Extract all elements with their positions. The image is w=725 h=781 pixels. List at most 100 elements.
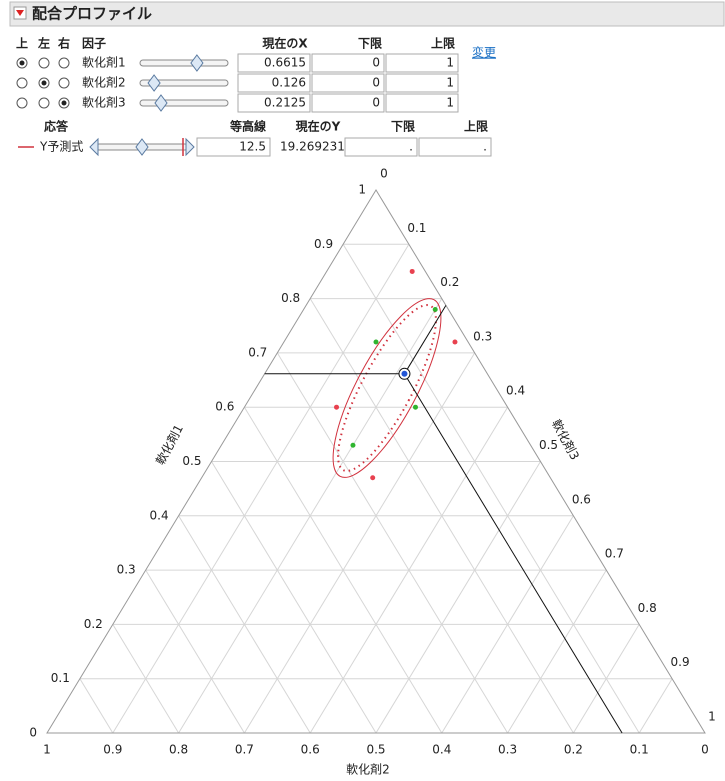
- slider-thumb[interactable]: [190, 54, 204, 72]
- contour-value-box[interactable]: [196, 137, 271, 157]
- response-header: 応答: [44, 119, 69, 134]
- grid-line: [638, 678, 673, 734]
- y-upper-box[interactable]: [418, 137, 492, 157]
- bottom-tick-label: 0.6: [301, 743, 320, 757]
- grid-line: [342, 244, 640, 734]
- contour-thumb[interactable]: [135, 138, 149, 156]
- bottom-tick-label: 1: [43, 743, 51, 757]
- lower-limit: 0: [372, 56, 380, 70]
- design-point: [370, 475, 376, 481]
- current-x-box[interactable]: [237, 73, 311, 93]
- change-link[interactable]: 変更: [472, 45, 496, 60]
- right-tick-label: 0.4: [506, 384, 525, 398]
- header-title: 配合プロファイル: [32, 5, 152, 23]
- slider-thumb[interactable]: [154, 94, 168, 112]
- triangle-frame: [46, 189, 706, 734]
- radio-button[interactable]: [58, 57, 70, 69]
- upper-limit-box[interactable]: [385, 93, 459, 113]
- upper-limit: 1: [446, 76, 454, 90]
- left-tick-label: 1: [358, 183, 366, 197]
- y-lower: .: [409, 140, 413, 154]
- slider-track: [139, 59, 229, 67]
- bottom-tick-label: 0: [701, 743, 709, 757]
- grid-line: [79, 678, 114, 734]
- current-x: 0.6615: [264, 56, 306, 70]
- left-tick-label: 0.8: [281, 291, 300, 305]
- response-header: 下限: [391, 119, 415, 134]
- right-tick-label: 0.3: [473, 329, 492, 343]
- design-point: [412, 404, 418, 410]
- lower-limit-box[interactable]: [311, 73, 385, 93]
- grid-line: [112, 624, 180, 734]
- slider-right-end[interactable]: [185, 137, 195, 157]
- lower-limit-box[interactable]: [311, 93, 385, 113]
- current-x-box[interactable]: [237, 93, 311, 113]
- y-upper: .: [483, 140, 487, 154]
- bottom-tick-label: 0.9: [103, 743, 122, 757]
- contour-value: 12.5: [239, 140, 266, 154]
- right-tick-label: 0.8: [638, 601, 657, 615]
- upper-limit: 1: [446, 56, 454, 70]
- y-lower-box[interactable]: [344, 137, 418, 157]
- right-tick-label: 0.6: [572, 492, 591, 506]
- radio-button[interactable]: [58, 77, 70, 89]
- left-tick-label: 0: [29, 726, 37, 740]
- response-header: 上限: [464, 119, 488, 134]
- lower-limit: 0: [372, 76, 380, 90]
- header-bar: [9, 1, 725, 27]
- left-tick-label: 0.5: [182, 454, 201, 468]
- response-header: 現在のY: [296, 119, 341, 134]
- design-point: [373, 339, 379, 345]
- left-tick-label: 0.7: [248, 345, 267, 359]
- grid-line: [441, 515, 574, 734]
- factor-name: 軟化剤2: [82, 75, 126, 90]
- current-x: 0.126: [272, 76, 306, 90]
- radio-button[interactable]: [38, 97, 50, 109]
- design-point: [409, 268, 415, 274]
- axis-title: 軟化剤1: [152, 422, 186, 468]
- slider-left-end[interactable]: [89, 137, 99, 157]
- column-header: 因子: [82, 36, 106, 51]
- right-tick-label: 0.7: [605, 547, 624, 561]
- current-point[interactable]: [401, 370, 408, 377]
- bottom-tick-label: 0.7: [235, 743, 254, 757]
- left-tick-label: 0.1: [51, 671, 70, 685]
- radio-dot: [41, 80, 47, 86]
- factor-name: 軟化剤1: [82, 55, 126, 70]
- column-header: 下限: [358, 36, 382, 51]
- grid-line: [112, 244, 410, 734]
- radio-button[interactable]: [16, 97, 28, 109]
- bottom-tick-label: 0.1: [630, 743, 649, 757]
- grid-line: [145, 569, 245, 734]
- right-tick-label: 0: [380, 167, 388, 181]
- radio-button[interactable]: [38, 57, 50, 69]
- red-triangle[interactable]: [16, 10, 24, 16]
- left-tick-label: 0.4: [150, 508, 169, 522]
- column-header: 上限: [431, 36, 455, 51]
- response-header: 等高線: [229, 119, 266, 134]
- upper-limit-box[interactable]: [385, 73, 459, 93]
- left-tick-label: 0.9: [314, 237, 333, 251]
- lower-limit-box[interactable]: [311, 53, 385, 73]
- column-header: 左: [37, 36, 50, 51]
- current-x-box[interactable]: [237, 53, 311, 73]
- radio-button[interactable]: [16, 77, 28, 89]
- left-tick-label: 0.6: [215, 400, 234, 414]
- right-tick-label: 0.1: [407, 221, 426, 235]
- design-point: [432, 306, 438, 312]
- axis-title: 軟化剤2: [346, 762, 390, 777]
- bottom-tick-label: 0.5: [366, 743, 385, 757]
- bottom-tick-label: 0.4: [432, 743, 451, 757]
- grid-line: [178, 515, 311, 734]
- upper-limit-box[interactable]: [385, 53, 459, 73]
- right-tick-label: 1: [708, 710, 716, 724]
- radio-dot: [19, 60, 25, 66]
- slider-track: [139, 99, 229, 107]
- right-tick-label: 0.2: [440, 275, 459, 289]
- right-tick-label: 0.9: [671, 655, 690, 669]
- left-tick-label: 0.3: [117, 563, 136, 577]
- grid-line: [243, 352, 476, 734]
- crosshair: [404, 305, 447, 375]
- slider-thumb[interactable]: [147, 74, 161, 92]
- slider-track: [139, 79, 229, 87]
